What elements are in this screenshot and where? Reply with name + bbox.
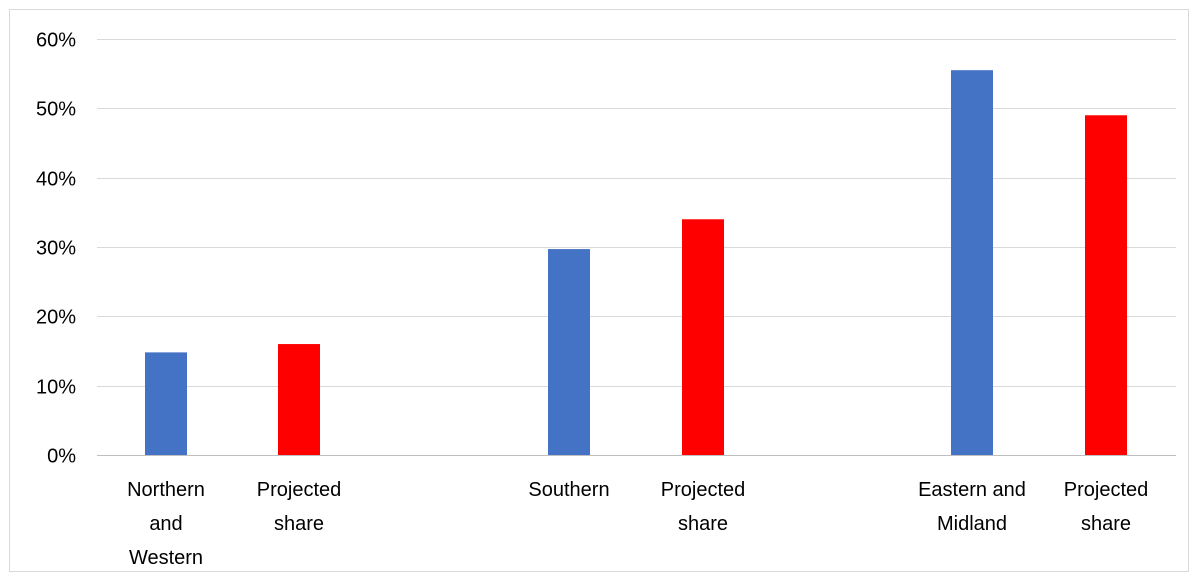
- y-tick-label: 0%: [47, 446, 76, 468]
- gridlines: [97, 39, 1176, 387]
- x-category-label: Projected share: [1064, 479, 1149, 535]
- bar-1: [145, 352, 187, 455]
- y-axis-tick-labels: 0% 10% 20% 30% 40% 50% 60%: [36, 30, 76, 468]
- y-tick-label: 60%: [36, 30, 76, 52]
- x-category-label: Eastern and Midland: [918, 479, 1026, 535]
- y-tick-label: 30%: [36, 238, 76, 260]
- x-category-label: Projected share: [661, 479, 746, 535]
- y-tick-label: 20%: [36, 307, 76, 329]
- x-category-label: Northern and Western: [127, 479, 205, 569]
- x-axis-category-labels: Northern and Western Projected share Southern…: [127, 479, 1148, 569]
- y-tick-label: 50%: [36, 99, 76, 121]
- bar-6: [1085, 115, 1127, 456]
- bar-4: [682, 219, 724, 455]
- bar-2: [278, 344, 320, 455]
- x-category-label: Projected share: [257, 479, 342, 535]
- y-tick-label: 40%: [36, 169, 76, 191]
- y-tick-label: 10%: [36, 377, 76, 399]
- bar-5: [951, 70, 993, 455]
- x-category-label: Southern: [528, 479, 609, 501]
- bars: [145, 70, 1127, 456]
- bar-3: [548, 249, 590, 455]
